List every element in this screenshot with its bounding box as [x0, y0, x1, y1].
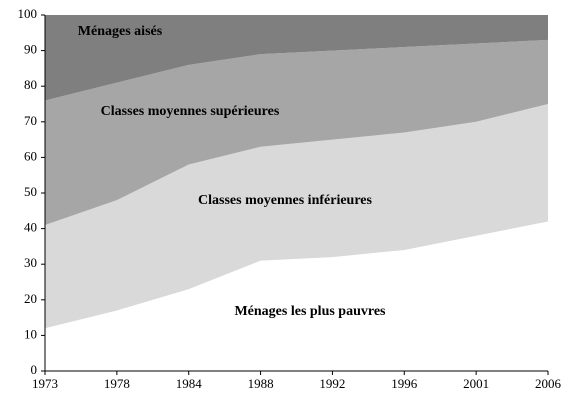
x-tick-label: 1978 — [104, 376, 130, 391]
area-label: Ménages aisés — [78, 24, 163, 39]
area — [45, 39, 548, 226]
area-label: Classes moyennes supérieures — [101, 104, 280, 119]
y-tick-label: 40 — [24, 220, 37, 235]
x-tick-label: 1996 — [391, 376, 418, 391]
y-tick-label: 10 — [24, 326, 37, 341]
y-tick-label: 20 — [24, 291, 37, 306]
x-tick-label: 1988 — [248, 376, 274, 391]
area — [45, 15, 548, 101]
x-tick-label: 1973 — [32, 376, 58, 391]
y-tick-label: 50 — [24, 184, 37, 199]
x-tick-label: 2001 — [463, 376, 489, 391]
y-tick-label: 60 — [24, 148, 37, 163]
y-tick-label: 100 — [18, 6, 38, 21]
area-label: Ménages les plus pauvres — [234, 304, 386, 319]
y-tick-label: 90 — [24, 42, 37, 57]
x-tick-label: 1992 — [319, 376, 345, 391]
area-label: Classes moyennes inférieures — [198, 193, 372, 208]
y-tick-label: 30 — [24, 255, 37, 270]
x-tick-label: 2006 — [535, 376, 562, 391]
area — [45, 104, 548, 329]
area — [45, 221, 548, 371]
y-tick-label: 70 — [24, 113, 37, 128]
x-tick-label: 1984 — [176, 376, 203, 391]
y-tick-label: 80 — [24, 77, 37, 92]
y-tick-label: 0 — [31, 362, 38, 377]
